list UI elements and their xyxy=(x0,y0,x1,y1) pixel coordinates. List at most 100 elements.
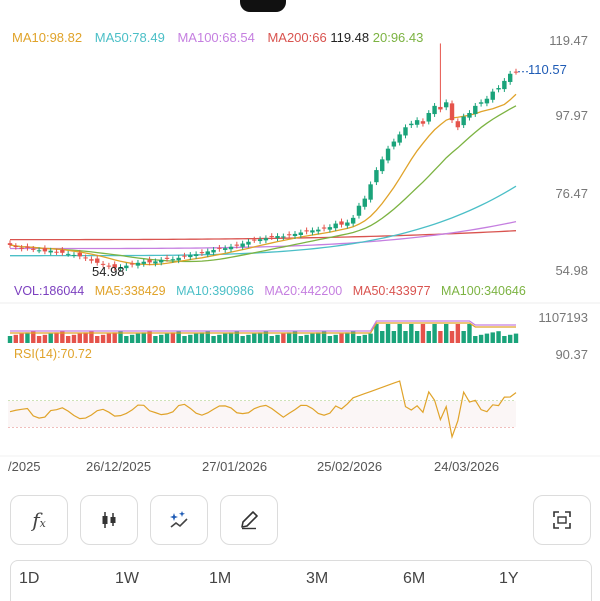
volume-ma-line xyxy=(10,322,516,334)
ma-legend-item: MA200:66 xyxy=(267,30,327,45)
candle-body xyxy=(159,259,164,263)
candle-body xyxy=(222,248,228,250)
volume-bar xyxy=(368,333,373,343)
candle-body xyxy=(153,261,158,264)
magic-wand-icon xyxy=(170,511,188,528)
tab-1d[interactable]: 1D xyxy=(19,570,40,587)
volume-bar xyxy=(36,336,42,343)
volume-bar xyxy=(112,332,117,343)
volume-bar xyxy=(275,334,280,343)
candle-body xyxy=(252,239,257,241)
volume-bar xyxy=(484,333,490,343)
candle-body xyxy=(211,249,216,253)
price-axis-label: 97.97 xyxy=(555,108,588,123)
candlestick-chart[interactable] xyxy=(0,0,600,460)
candle-body xyxy=(420,121,426,124)
candle-body xyxy=(432,105,437,115)
volume-bar xyxy=(164,333,170,343)
volume-bar xyxy=(71,334,77,343)
volume-bar xyxy=(124,336,129,343)
vol-legend-item: MA20:442200 xyxy=(264,284,343,298)
timeframe-tabs: 1D 1W 1M 3M 6M 1Y xyxy=(10,560,592,601)
volume-bar xyxy=(141,332,146,343)
candle-body xyxy=(490,91,495,100)
volume-bar xyxy=(222,333,228,343)
candle-body xyxy=(438,106,443,110)
volume-bar xyxy=(432,324,437,343)
volume-bar xyxy=(286,332,292,343)
candle-body xyxy=(286,234,292,236)
date-label: 27/01/2026 xyxy=(202,459,268,474)
price-axis-label: 119.47 xyxy=(549,33,588,48)
chart-type-button[interactable] xyxy=(80,495,138,545)
volume-bar xyxy=(385,324,391,343)
candle-body xyxy=(170,259,176,261)
volume-bar xyxy=(129,334,135,343)
volume-bar xyxy=(374,324,379,343)
candle-body xyxy=(205,251,210,255)
candle-body xyxy=(193,254,199,257)
tab-1y[interactable]: 1Y xyxy=(499,570,519,587)
candle-body xyxy=(112,264,117,268)
ma-legend-item: MA50:78.49 xyxy=(94,30,165,45)
ma100-line xyxy=(10,221,517,250)
current-price-tag: 110.57 xyxy=(528,62,567,77)
candle-body xyxy=(176,257,181,261)
candle-body xyxy=(42,248,48,252)
candle-body xyxy=(25,246,30,248)
draw-button[interactable] xyxy=(220,495,278,545)
candle-body xyxy=(380,159,385,172)
volume-bar xyxy=(339,333,344,343)
volume-bar xyxy=(205,331,210,343)
volume-bar xyxy=(95,336,100,343)
candle-body xyxy=(397,134,402,143)
candle-body xyxy=(275,236,280,239)
candle-body xyxy=(350,217,356,224)
candle-body xyxy=(316,229,321,232)
vol-legend-item: MA100:340646 xyxy=(441,284,526,298)
vol-legend-item: MA5:338429 xyxy=(94,284,166,298)
candle-body xyxy=(298,232,304,235)
ma-legend-item: MA10:98.82 xyxy=(12,30,83,45)
candle-body xyxy=(391,141,397,147)
candle-body xyxy=(199,252,205,254)
candle-body xyxy=(234,244,240,246)
volume-bar xyxy=(333,334,338,343)
candle-body xyxy=(106,265,112,267)
candle-body xyxy=(135,262,141,266)
volume-bar xyxy=(391,331,397,343)
price-axis-label: 54.98 xyxy=(555,263,588,278)
candle-body xyxy=(327,227,333,230)
candle-body xyxy=(409,123,414,126)
candle-body xyxy=(339,221,344,225)
rsi-axis-label: 90.37 xyxy=(555,347,588,362)
candle-body xyxy=(484,98,490,104)
candle-body xyxy=(321,227,327,229)
candle-body xyxy=(507,73,513,82)
volume-bar xyxy=(100,334,106,343)
candle-body xyxy=(48,250,53,253)
volume-bar xyxy=(188,334,193,343)
tab-6m[interactable]: 6M xyxy=(403,570,426,587)
volume-bar xyxy=(444,324,449,343)
date-label: 25/02/2026 xyxy=(317,459,383,474)
tab-3m[interactable]: 3M xyxy=(306,570,329,587)
volume-bar xyxy=(211,336,216,343)
volume-bar xyxy=(153,336,158,343)
candle-body xyxy=(71,254,77,256)
vol-legend-item: MA10:390986 xyxy=(176,284,254,298)
tab-1w[interactable]: 1W xyxy=(115,570,139,587)
candle-body xyxy=(426,113,431,122)
volume-bar xyxy=(7,336,13,343)
volume-bar xyxy=(426,331,431,343)
volume-bar xyxy=(83,332,88,343)
volume-bar xyxy=(159,334,164,343)
date-label: /2025 xyxy=(8,459,41,474)
volume-bar xyxy=(234,331,240,343)
volume-bar xyxy=(316,332,321,343)
fullscreen-button[interactable] xyxy=(533,495,591,545)
tab-1m[interactable]: 1M xyxy=(209,570,232,587)
indicator-button[interactable]: fx xyxy=(10,495,68,545)
volume-bar xyxy=(263,331,269,343)
smart-draw-button[interactable] xyxy=(150,495,208,545)
